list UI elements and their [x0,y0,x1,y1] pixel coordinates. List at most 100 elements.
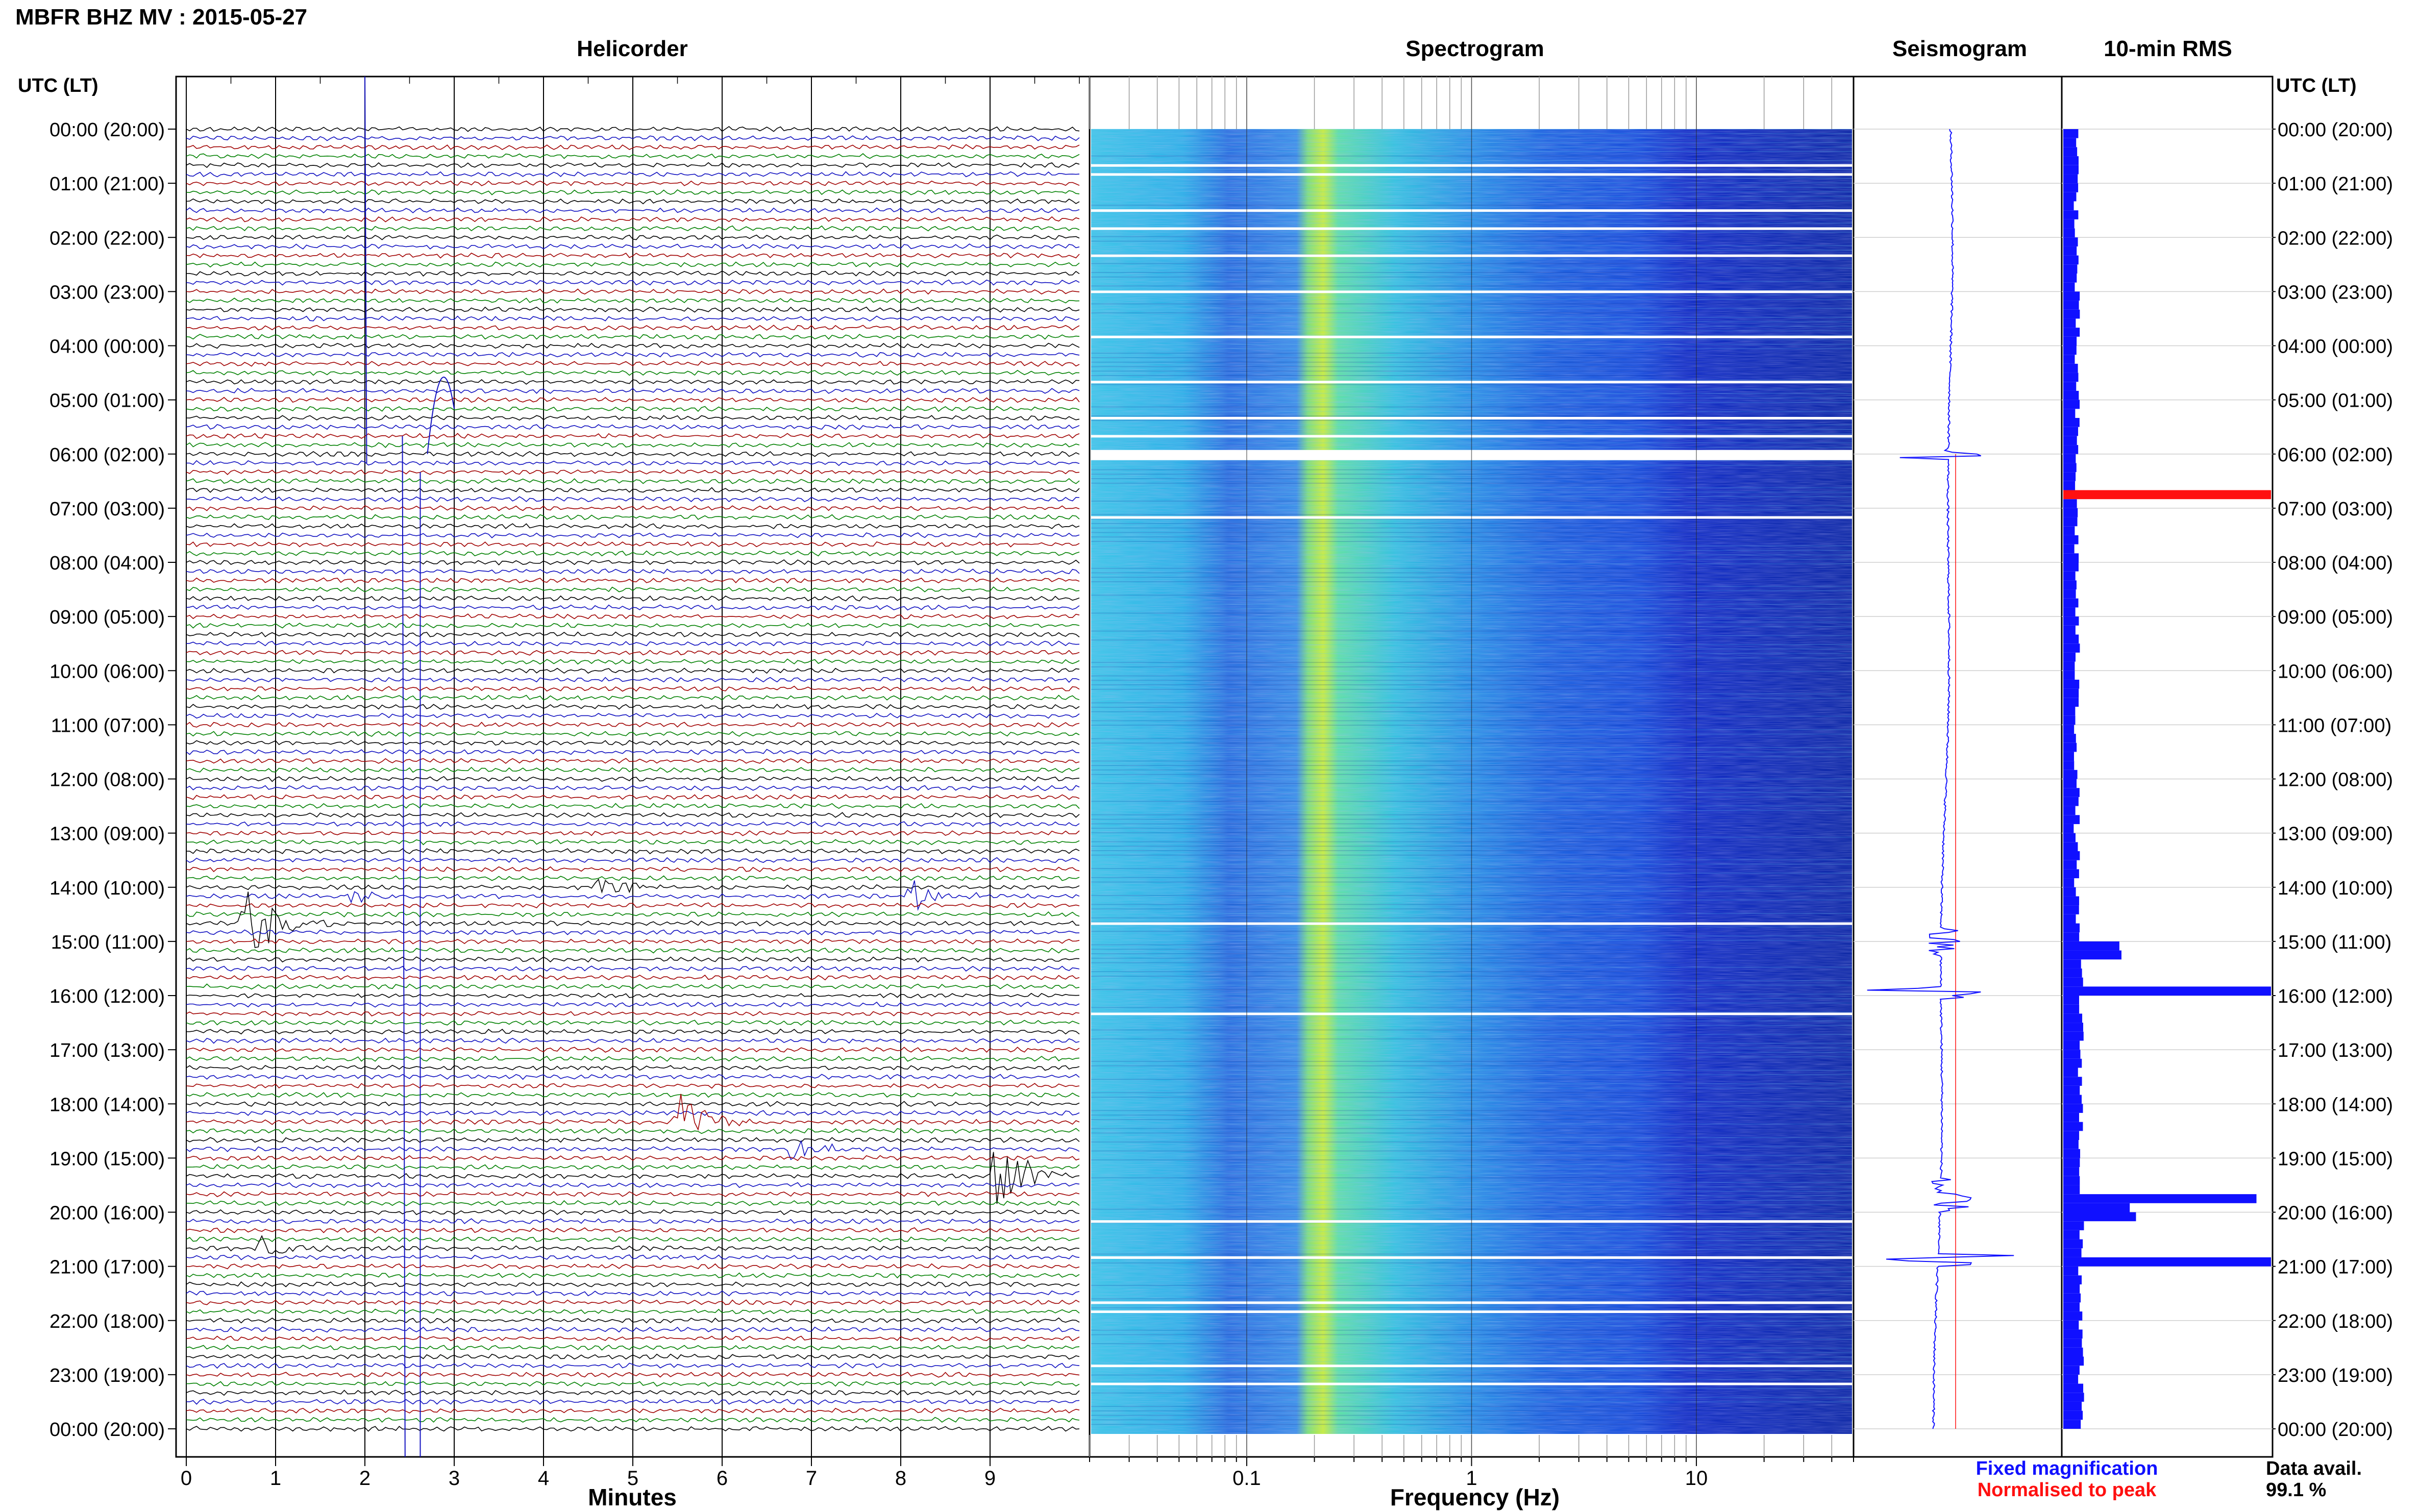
helicorder-trace [186,388,1080,394]
rms-bar [2063,1320,2079,1330]
time-label-right: 20:00 (16:00) [2278,1203,2393,1224]
helicorder-trace [186,1064,1080,1071]
rms-bar [2063,1095,2082,1104]
time-label-left: 00:00 (20:00) [50,119,165,141]
helicorder-trace [186,261,1080,268]
time-label-right: 09:00 (05:00) [2278,607,2393,628]
time-label-left: 05:00 (01:00) [50,390,165,412]
helicorder-trace [186,1326,1080,1333]
rms-bar [2063,950,2121,960]
helicorder-trace [186,650,1080,656]
rms-bar [2063,237,2078,246]
rms-bar [2063,1068,2078,1077]
rms-bar [2063,761,2075,770]
seismogram-frame [1853,76,2063,1458]
helicorder-trace [186,478,1080,484]
helicorder-trace [186,712,1080,719]
minute-tick-label: 1 [270,1467,281,1490]
rms-bar [2063,1374,2079,1384]
helicorder-trace [186,180,1080,186]
helicorder-trace [186,695,1080,701]
rms-bar [2063,1023,2083,1032]
rms-bar [2063,1383,2084,1393]
time-label-right: 23:00 (19:00) [2278,1365,2393,1386]
helicorder-trace [186,839,1080,846]
time-label-left: 17:00 (13:00) [50,1040,165,1061]
rms-bar [2063,1284,2080,1294]
helicorder-trace [186,880,1080,911]
spectrogram-title: Spectrogram [1405,36,1544,61]
time-label-right: 00:00 (20:00) [2278,1419,2393,1441]
helicorder-trace [186,1362,1080,1369]
helicorder-trace [186,1037,1080,1044]
time-label-right: 17:00 (13:00) [2278,1040,2393,1061]
rms-bar [2063,282,2075,292]
helicorder-trace [186,424,1080,430]
rms-bar [2063,192,2077,202]
rms-bar [2063,490,2271,500]
helicorder-trace [186,243,1080,250]
helicorder-trace [186,974,1080,981]
rms-bar [2063,355,2075,364]
rms-bar [2063,860,2077,870]
helicorder-trace [186,252,1080,259]
helicorder-trace [186,604,1080,611]
rms-bar [2063,571,2076,581]
helicorder-title: Helicorder [577,36,688,61]
rms-bar [2063,589,2076,599]
helicorder-trace [186,911,1080,918]
helicorder-trace [186,288,1080,295]
helicorder-trace [186,406,1080,412]
helicorder-trace [186,983,1080,990]
rms-bar [2063,382,2077,391]
rms-bar [2063,544,2075,554]
rms-bar [2063,174,2078,184]
helicorder-trace [186,993,1080,999]
rms-bar [2063,210,2079,219]
helicorder-trace [186,279,1080,286]
time-label-right: 05:00 (01:00) [2278,390,2393,412]
rms-bar [2063,1050,2081,1059]
helicorder-trace [186,1381,1080,1387]
helicorder-trace [186,469,1080,475]
rms-bar [2063,517,2078,527]
rms-bar [2063,671,2075,680]
rms-bar [2063,896,2080,906]
helicorder-trace [186,1164,1080,1171]
helicorder-trace [186,315,1080,321]
helicorder-trace [186,1417,1080,1423]
helicorder-trace [186,758,1080,764]
data-avail-value: 99.1 % [2266,1479,2326,1501]
helicorder-trace [186,812,1080,818]
helicorder-trace [186,460,1080,466]
rms-bar [2063,246,2077,256]
time-label-left: 08:00 (04:00) [50,553,165,574]
rms-bar [2063,679,2080,689]
rms-bar [2063,535,2079,544]
helicorder-trace [186,1335,1080,1342]
helicorder-trace [186,731,1080,737]
rms-bar [2063,1311,2083,1321]
helicorder-trace [186,1047,1080,1053]
helicorder-trace [186,216,1080,222]
time-label-right: 01:00 (21:00) [2278,173,2393,195]
time-label-right: 10:00 (06:00) [2278,661,2393,682]
helicorder-trace [186,1344,1080,1351]
rms-bar [2063,815,2080,824]
helicorder-trace [186,1299,1080,1306]
helicorder-trace [186,1139,1080,1160]
rms-bar [2063,688,2079,698]
helicorder-trace [186,1200,1080,1206]
helicorder-trace [186,891,1080,948]
helicorder-trace [186,135,1080,141]
time-label-left: 06:00 (02:00) [50,444,165,466]
rms-bar [2063,905,2079,914]
helicorder-transient [364,76,421,1457]
helicorder-trace [186,677,1080,683]
rms-bar [2063,643,2080,653]
helicorder-trace [186,1001,1080,1008]
rms-bar [2063,996,2080,1005]
time-label-right: 11:00 (07:00) [2278,715,2391,736]
rms-bar [2063,1112,2079,1122]
rms-bar [2063,219,2075,229]
